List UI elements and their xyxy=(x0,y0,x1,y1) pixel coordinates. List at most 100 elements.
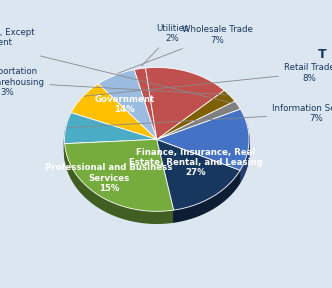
Polygon shape xyxy=(157,145,240,216)
Polygon shape xyxy=(157,99,235,148)
Polygon shape xyxy=(65,148,174,220)
Polygon shape xyxy=(134,79,157,150)
Polygon shape xyxy=(98,70,157,139)
Polygon shape xyxy=(157,148,240,219)
Polygon shape xyxy=(157,98,235,147)
Polygon shape xyxy=(157,107,240,145)
Polygon shape xyxy=(157,113,249,175)
Text: Professional and Business
Services
15%: Professional and Business Services 15% xyxy=(45,163,173,193)
Polygon shape xyxy=(134,68,157,139)
Polygon shape xyxy=(145,72,224,144)
Polygon shape xyxy=(98,76,157,145)
Polygon shape xyxy=(157,90,235,139)
Polygon shape xyxy=(64,114,157,145)
Polygon shape xyxy=(157,106,240,144)
Polygon shape xyxy=(157,147,240,218)
Polygon shape xyxy=(134,71,157,142)
Polygon shape xyxy=(98,74,157,144)
Polygon shape xyxy=(71,88,157,144)
Polygon shape xyxy=(157,102,235,151)
Polygon shape xyxy=(157,120,249,181)
Polygon shape xyxy=(65,150,174,222)
Polygon shape xyxy=(64,120,157,151)
Polygon shape xyxy=(157,141,240,212)
Polygon shape xyxy=(71,94,157,150)
Polygon shape xyxy=(145,78,224,150)
Polygon shape xyxy=(65,142,174,214)
Polygon shape xyxy=(157,142,240,213)
Polygon shape xyxy=(157,144,240,215)
Polygon shape xyxy=(145,71,224,142)
Text: Other Services, Except
Government
2%: Other Services, Except Government 2% xyxy=(0,28,236,104)
Polygon shape xyxy=(71,93,157,148)
Polygon shape xyxy=(157,151,240,222)
Polygon shape xyxy=(157,113,240,151)
Text: Information Services
7%: Information Services 7% xyxy=(68,104,332,128)
Polygon shape xyxy=(71,96,157,151)
Polygon shape xyxy=(65,145,174,217)
Polygon shape xyxy=(98,80,157,150)
Text: Government
14%: Government 14% xyxy=(94,95,155,114)
Polygon shape xyxy=(145,67,224,139)
Polygon shape xyxy=(134,69,157,141)
Polygon shape xyxy=(157,150,240,221)
Polygon shape xyxy=(98,82,157,151)
Polygon shape xyxy=(134,80,157,151)
Polygon shape xyxy=(134,73,157,144)
Polygon shape xyxy=(145,69,224,141)
Polygon shape xyxy=(134,77,157,148)
Polygon shape xyxy=(157,93,235,142)
Text: Transportation
and Warehousing
3%: Transportation and Warehousing 3% xyxy=(0,67,228,97)
Polygon shape xyxy=(157,118,249,179)
Polygon shape xyxy=(71,87,157,142)
Polygon shape xyxy=(157,112,249,173)
Polygon shape xyxy=(157,116,249,178)
Polygon shape xyxy=(71,85,157,141)
Polygon shape xyxy=(98,73,157,142)
Polygon shape xyxy=(157,109,240,147)
Polygon shape xyxy=(64,113,157,144)
Polygon shape xyxy=(157,110,240,148)
Text: T: T xyxy=(318,48,327,61)
Text: Utilities
2%: Utilities 2% xyxy=(141,24,189,66)
Polygon shape xyxy=(65,144,174,216)
Polygon shape xyxy=(65,139,174,211)
Polygon shape xyxy=(157,111,240,150)
Polygon shape xyxy=(64,117,157,148)
Polygon shape xyxy=(71,84,157,139)
Polygon shape xyxy=(98,77,157,147)
Polygon shape xyxy=(65,151,174,223)
Polygon shape xyxy=(157,109,249,170)
Polygon shape xyxy=(157,95,235,144)
Polygon shape xyxy=(157,96,235,145)
Polygon shape xyxy=(157,103,240,141)
Polygon shape xyxy=(64,123,157,154)
Polygon shape xyxy=(71,91,157,147)
Polygon shape xyxy=(71,90,157,145)
Text: Retail Trade
8%: Retail Trade 8% xyxy=(84,63,332,96)
Polygon shape xyxy=(134,75,157,147)
Polygon shape xyxy=(64,116,157,147)
Polygon shape xyxy=(64,119,157,150)
Polygon shape xyxy=(145,79,224,151)
Polygon shape xyxy=(98,71,157,141)
Polygon shape xyxy=(145,76,224,148)
Polygon shape xyxy=(157,121,249,182)
Polygon shape xyxy=(157,101,240,139)
Polygon shape xyxy=(65,141,174,213)
Text: Wholesale Trade
7%: Wholesale Trade 7% xyxy=(118,25,253,73)
Polygon shape xyxy=(157,101,235,150)
Polygon shape xyxy=(145,75,224,147)
Polygon shape xyxy=(145,73,224,145)
Polygon shape xyxy=(64,122,157,153)
Polygon shape xyxy=(157,139,240,210)
Polygon shape xyxy=(64,125,157,156)
Polygon shape xyxy=(65,147,174,219)
Polygon shape xyxy=(157,92,235,141)
Polygon shape xyxy=(134,74,157,145)
Polygon shape xyxy=(157,111,249,172)
Polygon shape xyxy=(157,104,240,142)
Text: Finance, Insurance, Real
Estate, Rental, and Leasing
27%: Finance, Insurance, Real Estate, Rental,… xyxy=(128,147,262,177)
Polygon shape xyxy=(98,79,157,148)
Polygon shape xyxy=(157,115,249,176)
